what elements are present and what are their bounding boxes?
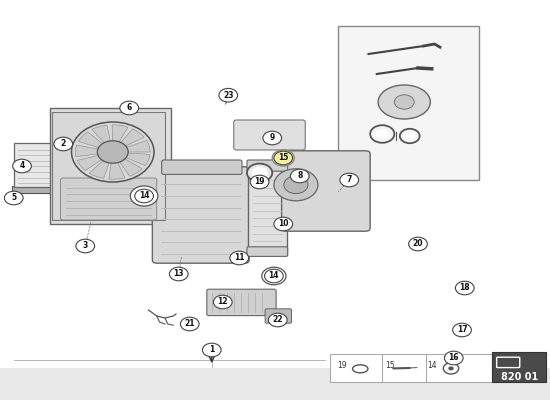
Circle shape bbox=[219, 88, 238, 102]
Wedge shape bbox=[89, 152, 113, 178]
Text: 2: 2 bbox=[60, 140, 66, 148]
Text: eurocars: eurocars bbox=[69, 157, 261, 195]
Circle shape bbox=[274, 151, 293, 165]
Text: 1: 1 bbox=[209, 346, 214, 354]
Circle shape bbox=[394, 95, 414, 109]
Circle shape bbox=[76, 239, 95, 253]
FancyBboxPatch shape bbox=[248, 166, 287, 254]
Circle shape bbox=[180, 317, 199, 331]
Text: a passion for parts since 1985: a passion for parts since 1985 bbox=[76, 210, 254, 222]
Text: 18: 18 bbox=[459, 284, 470, 292]
Text: 8: 8 bbox=[297, 172, 302, 180]
Circle shape bbox=[130, 186, 158, 206]
Circle shape bbox=[376, 129, 389, 139]
Circle shape bbox=[405, 132, 415, 140]
FancyBboxPatch shape bbox=[282, 151, 370, 231]
Text: 21: 21 bbox=[184, 320, 195, 328]
Wedge shape bbox=[92, 125, 113, 152]
Bar bbox=[492, 352, 546, 382]
FancyBboxPatch shape bbox=[247, 247, 288, 256]
Text: 19: 19 bbox=[337, 361, 347, 370]
Text: 23: 23 bbox=[223, 91, 234, 100]
FancyBboxPatch shape bbox=[207, 289, 276, 316]
Text: 17: 17 bbox=[456, 326, 468, 334]
Wedge shape bbox=[77, 152, 113, 170]
Text: 820 01: 820 01 bbox=[500, 372, 538, 382]
FancyBboxPatch shape bbox=[14, 143, 76, 187]
Circle shape bbox=[340, 173, 359, 187]
Circle shape bbox=[54, 137, 73, 151]
Text: 14: 14 bbox=[139, 192, 150, 200]
Text: 6: 6 bbox=[126, 104, 132, 112]
Text: 16: 16 bbox=[448, 354, 459, 362]
Circle shape bbox=[444, 351, 463, 365]
FancyBboxPatch shape bbox=[162, 160, 242, 174]
Circle shape bbox=[263, 131, 282, 145]
Circle shape bbox=[455, 281, 474, 295]
FancyBboxPatch shape bbox=[12, 186, 58, 193]
Text: 13: 13 bbox=[173, 270, 184, 278]
Circle shape bbox=[230, 251, 249, 265]
Text: 5: 5 bbox=[11, 194, 16, 202]
Circle shape bbox=[409, 237, 427, 251]
Wedge shape bbox=[78, 132, 113, 152]
Circle shape bbox=[274, 169, 318, 201]
Text: 4: 4 bbox=[19, 162, 25, 170]
Circle shape bbox=[135, 189, 153, 203]
Circle shape bbox=[262, 267, 286, 285]
Text: 1: 1 bbox=[208, 345, 215, 355]
Bar bbox=[0, 368, 550, 400]
Circle shape bbox=[202, 343, 221, 357]
FancyBboxPatch shape bbox=[152, 167, 249, 263]
Wedge shape bbox=[112, 125, 128, 152]
Bar bbox=[330, 354, 492, 382]
Text: 22: 22 bbox=[272, 316, 283, 324]
Text: 7: 7 bbox=[346, 176, 352, 184]
Wedge shape bbox=[113, 129, 144, 152]
Circle shape bbox=[272, 150, 294, 166]
Wedge shape bbox=[113, 152, 142, 176]
Circle shape bbox=[213, 295, 232, 309]
Circle shape bbox=[13, 159, 31, 173]
Circle shape bbox=[120, 101, 139, 115]
FancyBboxPatch shape bbox=[265, 309, 292, 323]
Text: 11: 11 bbox=[234, 254, 245, 262]
Text: 15: 15 bbox=[278, 154, 288, 162]
Text: 12: 12 bbox=[217, 298, 228, 306]
Circle shape bbox=[4, 191, 23, 205]
Circle shape bbox=[97, 141, 128, 163]
Wedge shape bbox=[113, 140, 150, 152]
Bar bbox=[338, 26, 478, 180]
Circle shape bbox=[251, 167, 268, 179]
Circle shape bbox=[169, 267, 188, 281]
Circle shape bbox=[247, 164, 272, 182]
Circle shape bbox=[290, 169, 309, 183]
Text: 14: 14 bbox=[427, 361, 437, 370]
Polygon shape bbox=[50, 108, 170, 224]
Text: 14: 14 bbox=[268, 272, 279, 280]
Circle shape bbox=[268, 313, 287, 327]
Circle shape bbox=[453, 323, 471, 337]
Text: 9: 9 bbox=[270, 134, 275, 142]
FancyBboxPatch shape bbox=[60, 178, 157, 220]
Circle shape bbox=[72, 122, 154, 182]
Text: 20: 20 bbox=[412, 240, 424, 248]
Text: 3: 3 bbox=[82, 242, 88, 250]
Circle shape bbox=[274, 217, 293, 231]
Ellipse shape bbox=[378, 85, 430, 119]
Circle shape bbox=[265, 269, 283, 283]
FancyBboxPatch shape bbox=[247, 160, 288, 171]
Wedge shape bbox=[109, 152, 125, 179]
Wedge shape bbox=[113, 152, 150, 166]
Text: 10: 10 bbox=[278, 220, 289, 228]
Circle shape bbox=[284, 176, 308, 194]
Text: 19: 19 bbox=[254, 178, 265, 186]
Circle shape bbox=[250, 175, 269, 189]
Circle shape bbox=[448, 366, 454, 370]
Text: 15: 15 bbox=[386, 361, 395, 370]
FancyBboxPatch shape bbox=[234, 120, 305, 150]
FancyBboxPatch shape bbox=[52, 112, 165, 220]
Wedge shape bbox=[75, 145, 113, 157]
